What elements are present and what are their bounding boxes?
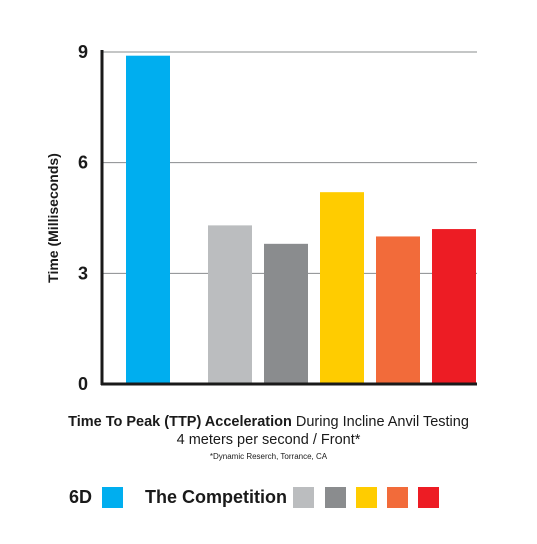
bar-4	[320, 192, 364, 384]
legend-swatch-competition-5	[418, 487, 439, 508]
bar-1	[126, 55, 170, 384]
legend-swatch-competition-4	[387, 487, 408, 508]
y-tick-labels: 0 3 6 9	[78, 42, 88, 394]
caption-title-bold: Time To Peak (TTP) Acceleration	[68, 414, 292, 430]
legend-label-competition: The Competition	[145, 487, 287, 507]
chart-caption-title: Time To Peak (TTP) Acceleration During I…	[0, 413, 537, 431]
caption-title-rest: During Incline Anvil Testing	[291, 414, 469, 430]
bar-6	[432, 229, 476, 384]
legend-swatch-competition-1	[293, 487, 314, 508]
bar-3	[264, 243, 308, 384]
y-tick-label: 9	[78, 42, 88, 62]
legend-swatch-6d	[102, 487, 123, 508]
bars	[126, 55, 476, 384]
y-axis-title: Time (Milliseconds)	[45, 153, 61, 283]
y-tick-label: 6	[78, 153, 88, 173]
chart-source-note: *Dynamic Reserch, Torrance, CA	[209, 452, 328, 461]
chart: 0 3 6 9 Time (Milliseconds)	[45, 42, 477, 394]
bar-5	[376, 236, 420, 384]
legend: 6D The Competition	[0, 484, 537, 510]
y-tick-label: 3	[78, 263, 88, 283]
legend-label-6d: 6D	[69, 487, 93, 507]
legend-swatch-competition-3	[356, 487, 377, 508]
legend-swatch-competition-2	[325, 487, 346, 508]
bar-2	[208, 225, 252, 384]
y-tick-label: 0	[78, 374, 88, 394]
chart-caption-subtitle: 4 meters per second / Front*	[176, 432, 361, 448]
